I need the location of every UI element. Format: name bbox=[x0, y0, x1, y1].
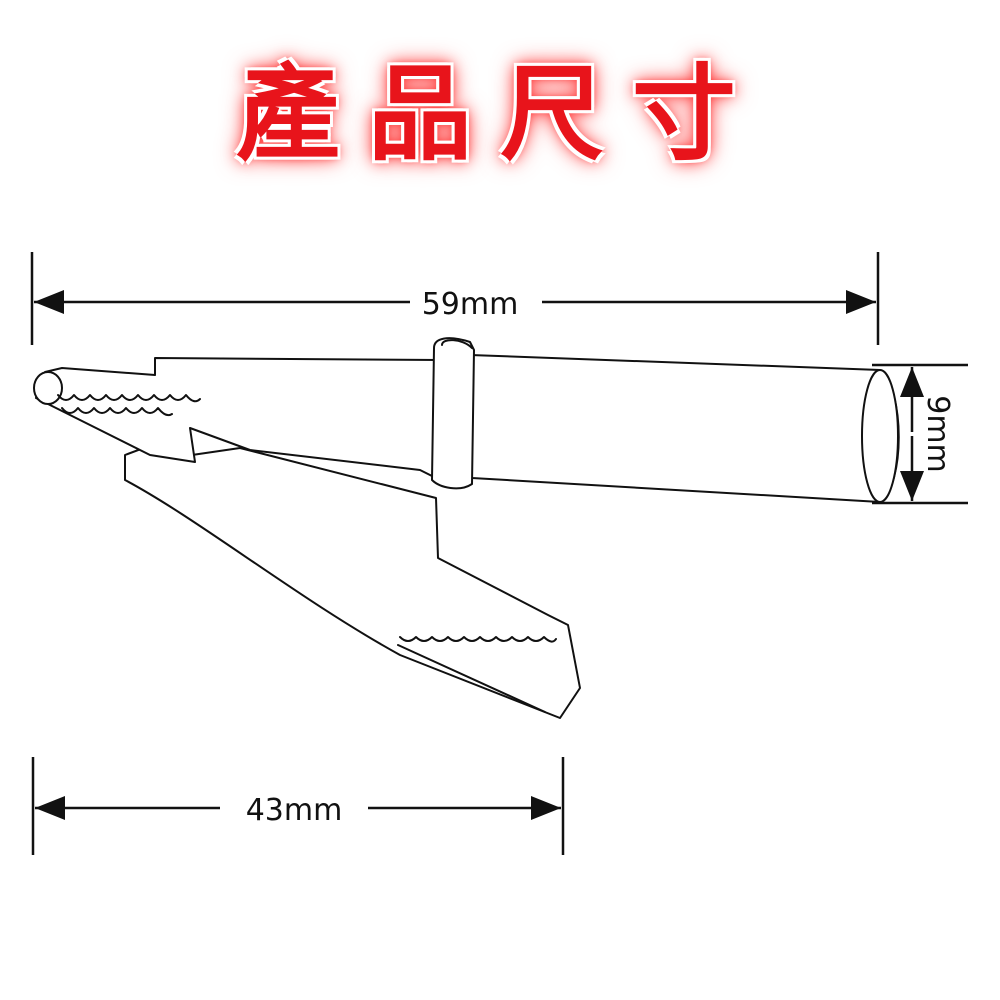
page-title: 產品尺寸 bbox=[235, 53, 764, 175]
collar-band-top bbox=[441, 339, 473, 349]
lower-jaw-teeth bbox=[399, 636, 557, 643]
diameter-dimension: 9mm bbox=[872, 363, 968, 505]
lower-jaw-edge bbox=[397, 644, 546, 713]
jaw-length-label: 43mm bbox=[246, 793, 343, 828]
overall-length-label: 59mm bbox=[422, 287, 519, 322]
overall-length-dimension: 59mm bbox=[30, 252, 880, 345]
handle-end-cap bbox=[861, 369, 899, 503]
jaw-tip bbox=[33, 371, 63, 405]
upper-jaw-teeth bbox=[57, 394, 201, 403]
jaw-length-dimension: 43mm bbox=[31, 757, 565, 855]
alligator-clip bbox=[33, 337, 900, 719]
lower-jaw bbox=[124, 439, 581, 719]
handle-sleeve bbox=[469, 354, 900, 503]
upper-jaw-teeth-row-2 bbox=[61, 407, 173, 417]
collar-band bbox=[431, 337, 475, 490]
diameter-label: 9mm bbox=[920, 395, 955, 473]
upper-jaw bbox=[35, 357, 451, 486]
